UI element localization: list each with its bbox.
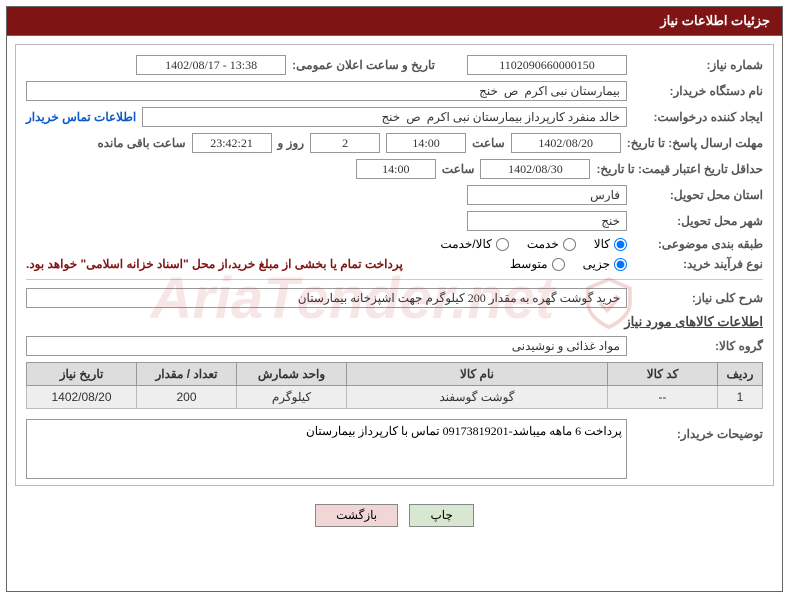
- td-code: --: [608, 386, 718, 409]
- time-label-1: ساعت: [472, 136, 505, 150]
- divider-1: [26, 279, 763, 280]
- subject-type-label: طبقه بندی موضوعی:: [633, 237, 763, 251]
- need-number-field[interactable]: [467, 55, 627, 75]
- validity-label: حداقل تاریخ اعتبار قیمت: تا تاریخ:: [596, 162, 763, 176]
- province-field[interactable]: [467, 185, 627, 205]
- th-date: تاریخ نیاز: [27, 363, 137, 386]
- goods-group-label: گروه کالا:: [633, 339, 763, 353]
- days-and-label: روز و: [278, 136, 305, 150]
- reply-deadline-date[interactable]: [511, 133, 621, 153]
- buyer-desc-field[interactable]: [26, 419, 627, 479]
- th-code: کد کالا: [608, 363, 718, 386]
- validity-time[interactable]: [356, 159, 436, 179]
- td-unit: کیلوگرم: [237, 386, 347, 409]
- back-button[interactable]: بازگشت: [315, 504, 398, 527]
- province-label: استان محل تحویل:: [633, 188, 763, 202]
- td-row: 1: [718, 386, 763, 409]
- subject-goods-service-option[interactable]: کالا/خدمت: [440, 237, 508, 251]
- need-summary-label: شرح کلی نیاز:: [633, 291, 763, 305]
- buyer-contact-link[interactable]: اطلاعات تماس خریدار: [26, 110, 136, 124]
- reply-deadline-time[interactable]: [386, 133, 466, 153]
- print-button[interactable]: چاپ: [409, 504, 473, 527]
- process-type-label: نوع فرآیند خرید:: [633, 257, 763, 271]
- need-number-label: شماره نیاز:: [633, 58, 763, 72]
- payment-note: پرداخت تمام یا بخشی از مبلغ خرید،از محل …: [26, 257, 403, 271]
- page-container: جزئیات اطلاعات نیاز شماره نیاز: تاریخ و …: [6, 6, 783, 592]
- process-type-group: جزیی متوسط: [510, 257, 627, 271]
- reply-deadline-label: مهلت ارسال پاسخ: تا تاریخ:: [627, 136, 763, 150]
- subject-service-option[interactable]: خدمت: [527, 237, 576, 251]
- remaining-label: ساعت باقی مانده: [97, 136, 185, 150]
- requester-label: ایجاد کننده درخواست:: [633, 110, 763, 124]
- buyer-org-field[interactable]: [26, 81, 627, 101]
- announce-datetime-field[interactable]: [136, 55, 286, 75]
- title-bar: جزئیات اطلاعات نیاز: [7, 7, 782, 36]
- td-date: 1402/08/20: [27, 386, 137, 409]
- requester-field[interactable]: [142, 107, 627, 127]
- need-summary-field[interactable]: [26, 288, 627, 308]
- countdown-field[interactable]: [192, 133, 272, 153]
- buyer-desc-label: توضیحات خریدار:: [633, 419, 763, 441]
- time-label-2: ساعت: [442, 162, 475, 176]
- th-row: ردیف: [718, 363, 763, 386]
- city-label: شهر محل تحویل:: [633, 214, 763, 228]
- form-area: شماره نیاز: تاریخ و ساعت اعلان عمومی: نا…: [15, 44, 774, 486]
- days-remaining-field[interactable]: [310, 133, 380, 153]
- items-section-title: اطلاعات کالاهای مورد نیاز: [26, 314, 763, 330]
- td-qty: 200: [137, 386, 237, 409]
- buyer-org-label: نام دستگاه خریدار:: [633, 84, 763, 98]
- subject-type-group: کالا خدمت کالا/خدمت: [440, 237, 627, 251]
- table-row: 1--گوشت گوسفندکیلوگرم2001402/08/20: [27, 386, 763, 409]
- button-row: چاپ بازگشت: [7, 494, 782, 533]
- th-name: نام کالا: [347, 363, 608, 386]
- th-unit: واحد شمارش: [237, 363, 347, 386]
- td-name: گوشت گوسفند: [347, 386, 608, 409]
- city-field[interactable]: [467, 211, 627, 231]
- th-qty: تعداد / مقدار: [137, 363, 237, 386]
- goods-group-field[interactable]: [26, 336, 627, 356]
- subject-goods-option[interactable]: کالا: [594, 237, 627, 251]
- announce-label: تاریخ و ساعت اعلان عمومی:: [292, 58, 435, 72]
- process-minor-option[interactable]: جزیی: [583, 257, 627, 271]
- validity-date[interactable]: [480, 159, 590, 179]
- items-table: ردیف کد کالا نام کالا واحد شمارش تعداد /…: [26, 362, 763, 409]
- process-medium-option[interactable]: متوسط: [510, 257, 565, 271]
